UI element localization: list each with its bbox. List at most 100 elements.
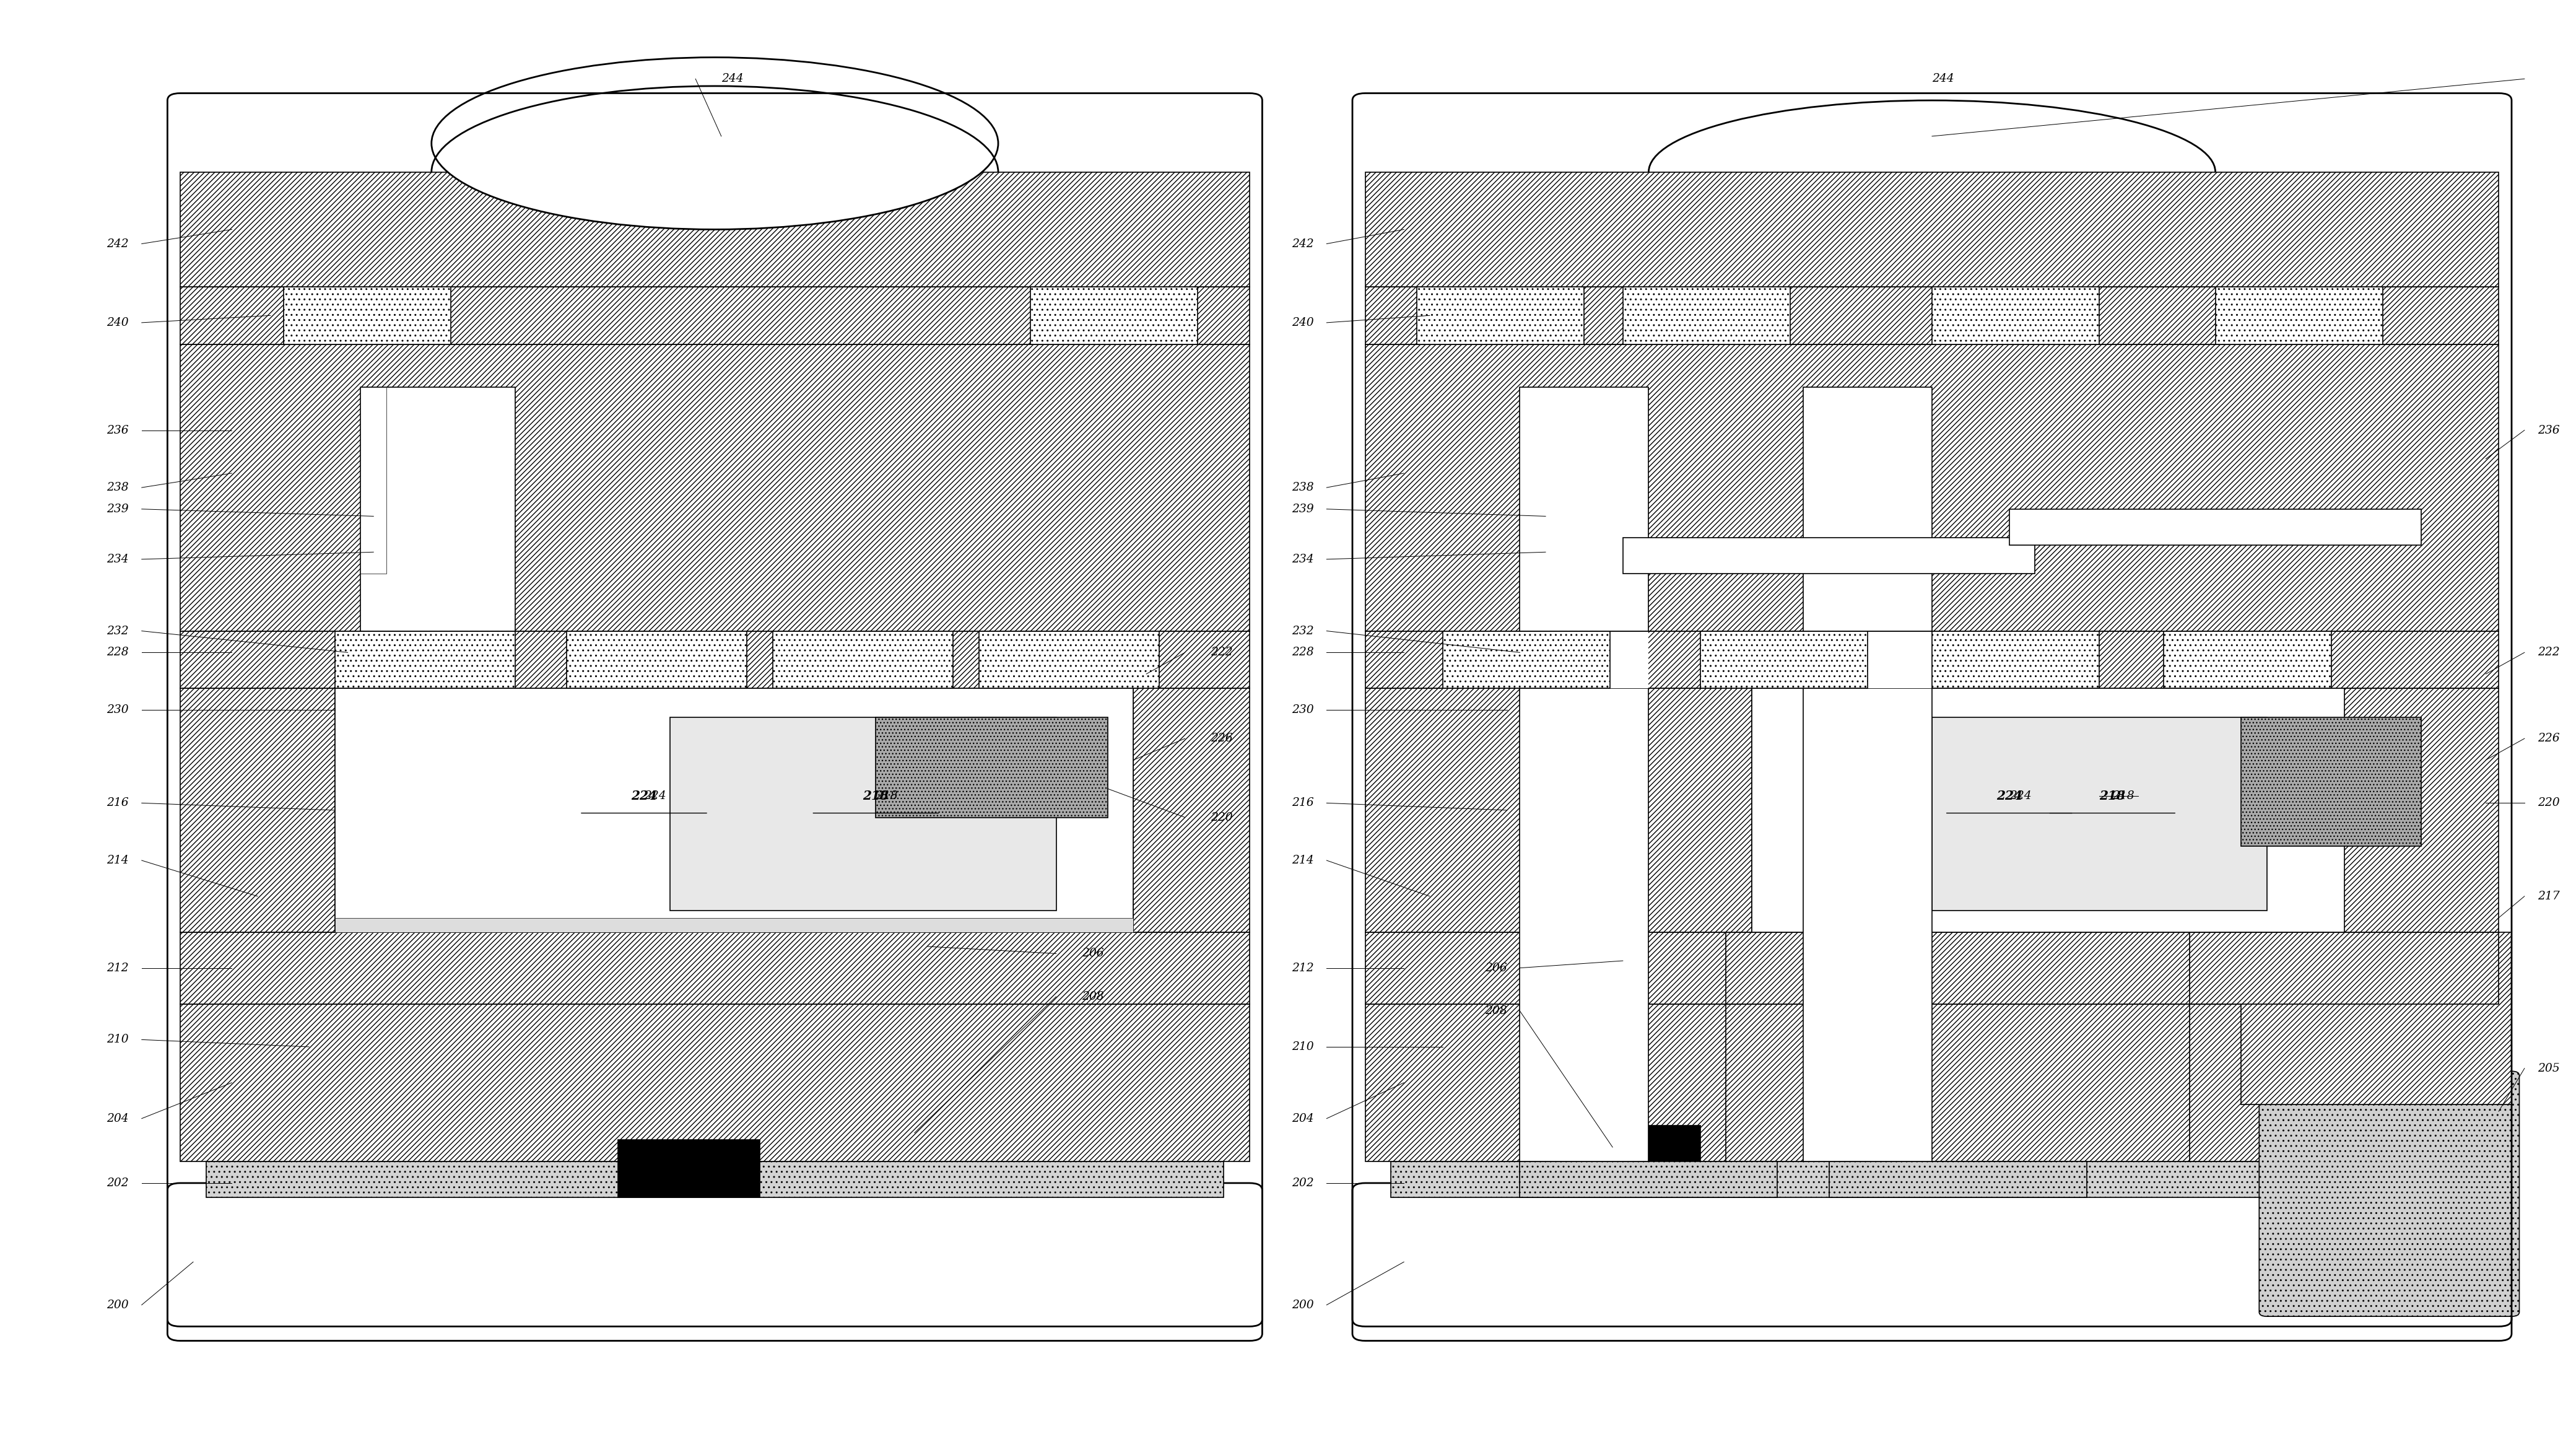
Bar [1752, 688, 2344, 932]
Bar [2241, 932, 2512, 1104]
Text: 220: 220 [2537, 797, 2561, 809]
Text: 224: 224 [2009, 790, 2032, 802]
Text: 226: 226 [1211, 733, 1234, 744]
Bar [1391, 1162, 2473, 1197]
Bar [2190, 932, 2499, 1004]
Text: 240: 240 [106, 317, 129, 328]
Bar [2190, 688, 2499, 932]
Text: 210: 210 [106, 1034, 129, 1045]
Bar [335, 631, 515, 688]
Text: 218: 218 [863, 790, 889, 802]
Text: 218: 218 [2099, 790, 2125, 802]
Bar [283, 287, 451, 344]
Text: 228: 228 [106, 647, 129, 658]
Text: 242: 242 [1291, 238, 1314, 250]
Bar [1520, 631, 1649, 1162]
Bar [1932, 717, 2267, 911]
Bar [180, 287, 1249, 344]
Ellipse shape [430, 57, 999, 229]
Bar [206, 1162, 1224, 1197]
Text: 208: 208 [1484, 1005, 1507, 1017]
Bar [1597, 1126, 1700, 1183]
Bar [180, 344, 1249, 631]
Bar [1365, 344, 2499, 631]
Text: 236: 236 [106, 424, 129, 436]
Text: 242: 242 [106, 238, 129, 250]
Text: 224: 224 [631, 790, 657, 802]
Text: 239: 239 [106, 503, 129, 515]
FancyBboxPatch shape [2259, 1071, 2519, 1316]
Text: 214: 214 [1291, 855, 1314, 866]
Bar [1700, 631, 1868, 688]
Bar [1030, 287, 1198, 344]
Bar [1803, 631, 1932, 688]
Text: 230: 230 [1291, 704, 1314, 716]
Text: 217: 217 [2537, 891, 2561, 902]
Text: 226: 226 [2537, 733, 2561, 744]
Text: 244: 244 [1932, 73, 1955, 85]
Bar [1726, 932, 2241, 1004]
Bar [180, 172, 1249, 287]
Bar [361, 531, 1005, 574]
Text: 232: 232 [1291, 625, 1314, 637]
Text: 232: 232 [106, 625, 129, 637]
Bar [1803, 631, 1932, 1162]
Text: 224: 224 [1996, 790, 2022, 802]
Text: 200: 200 [1291, 1299, 1314, 1311]
Bar [1365, 688, 1752, 932]
Bar [1932, 287, 2099, 344]
Bar [2009, 509, 2421, 545]
Text: 202: 202 [1291, 1177, 1314, 1189]
Text: 222: 222 [1211, 647, 1234, 658]
Text: 206: 206 [1484, 962, 1507, 974]
Bar [979, 631, 1159, 688]
Bar [1365, 1004, 1777, 1162]
FancyBboxPatch shape [167, 1183, 1262, 1326]
Text: 208: 208 [1082, 991, 1105, 1002]
Text: 234: 234 [1291, 554, 1314, 565]
Bar [1726, 1004, 2241, 1162]
Bar [1623, 287, 1790, 344]
Bar [1365, 932, 1777, 1004]
Bar [1829, 1162, 2087, 1197]
Text: 244: 244 [721, 73, 744, 85]
Bar [180, 1004, 1249, 1162]
Bar [670, 717, 1056, 911]
Text: 234: 234 [106, 554, 129, 565]
Bar [567, 631, 747, 688]
Text: 212: 212 [106, 962, 129, 974]
Bar [1520, 631, 1649, 688]
Bar [1365, 172, 2499, 287]
Bar [2190, 1004, 2499, 1162]
Text: 218: 218 [2112, 790, 2136, 802]
Bar [361, 387, 515, 631]
Text: 222: 222 [2537, 647, 2561, 658]
Text: 216: 216 [106, 797, 129, 809]
Bar [180, 631, 1249, 688]
Text: 212: 212 [1291, 962, 1314, 974]
Bar [335, 688, 1133, 932]
Bar [2190, 688, 2344, 932]
Bar [1520, 1162, 1777, 1197]
Bar [2215, 287, 2383, 344]
Bar [1443, 631, 1610, 688]
Text: 239: 239 [1291, 503, 1314, 515]
Bar [1803, 387, 1932, 631]
Bar [361, 387, 386, 574]
Text: 228: 228 [1291, 647, 1314, 658]
Text: 224: 224 [644, 790, 667, 802]
Bar [618, 1140, 760, 1197]
Text: 205: 205 [2537, 1063, 2561, 1074]
Text: 238: 238 [106, 482, 129, 493]
Text: 218: 218 [876, 790, 899, 802]
Text: 236: 236 [2537, 424, 2561, 436]
Text: 204: 204 [106, 1113, 129, 1124]
Text: 220: 220 [1211, 812, 1234, 823]
Bar [876, 717, 1108, 817]
Bar [1623, 538, 2035, 574]
Text: 200: 200 [106, 1299, 129, 1311]
Text: 238: 238 [1291, 482, 1314, 493]
Text: 206: 206 [1082, 948, 1105, 959]
Bar [1932, 631, 2099, 688]
Bar [1417, 287, 1584, 344]
